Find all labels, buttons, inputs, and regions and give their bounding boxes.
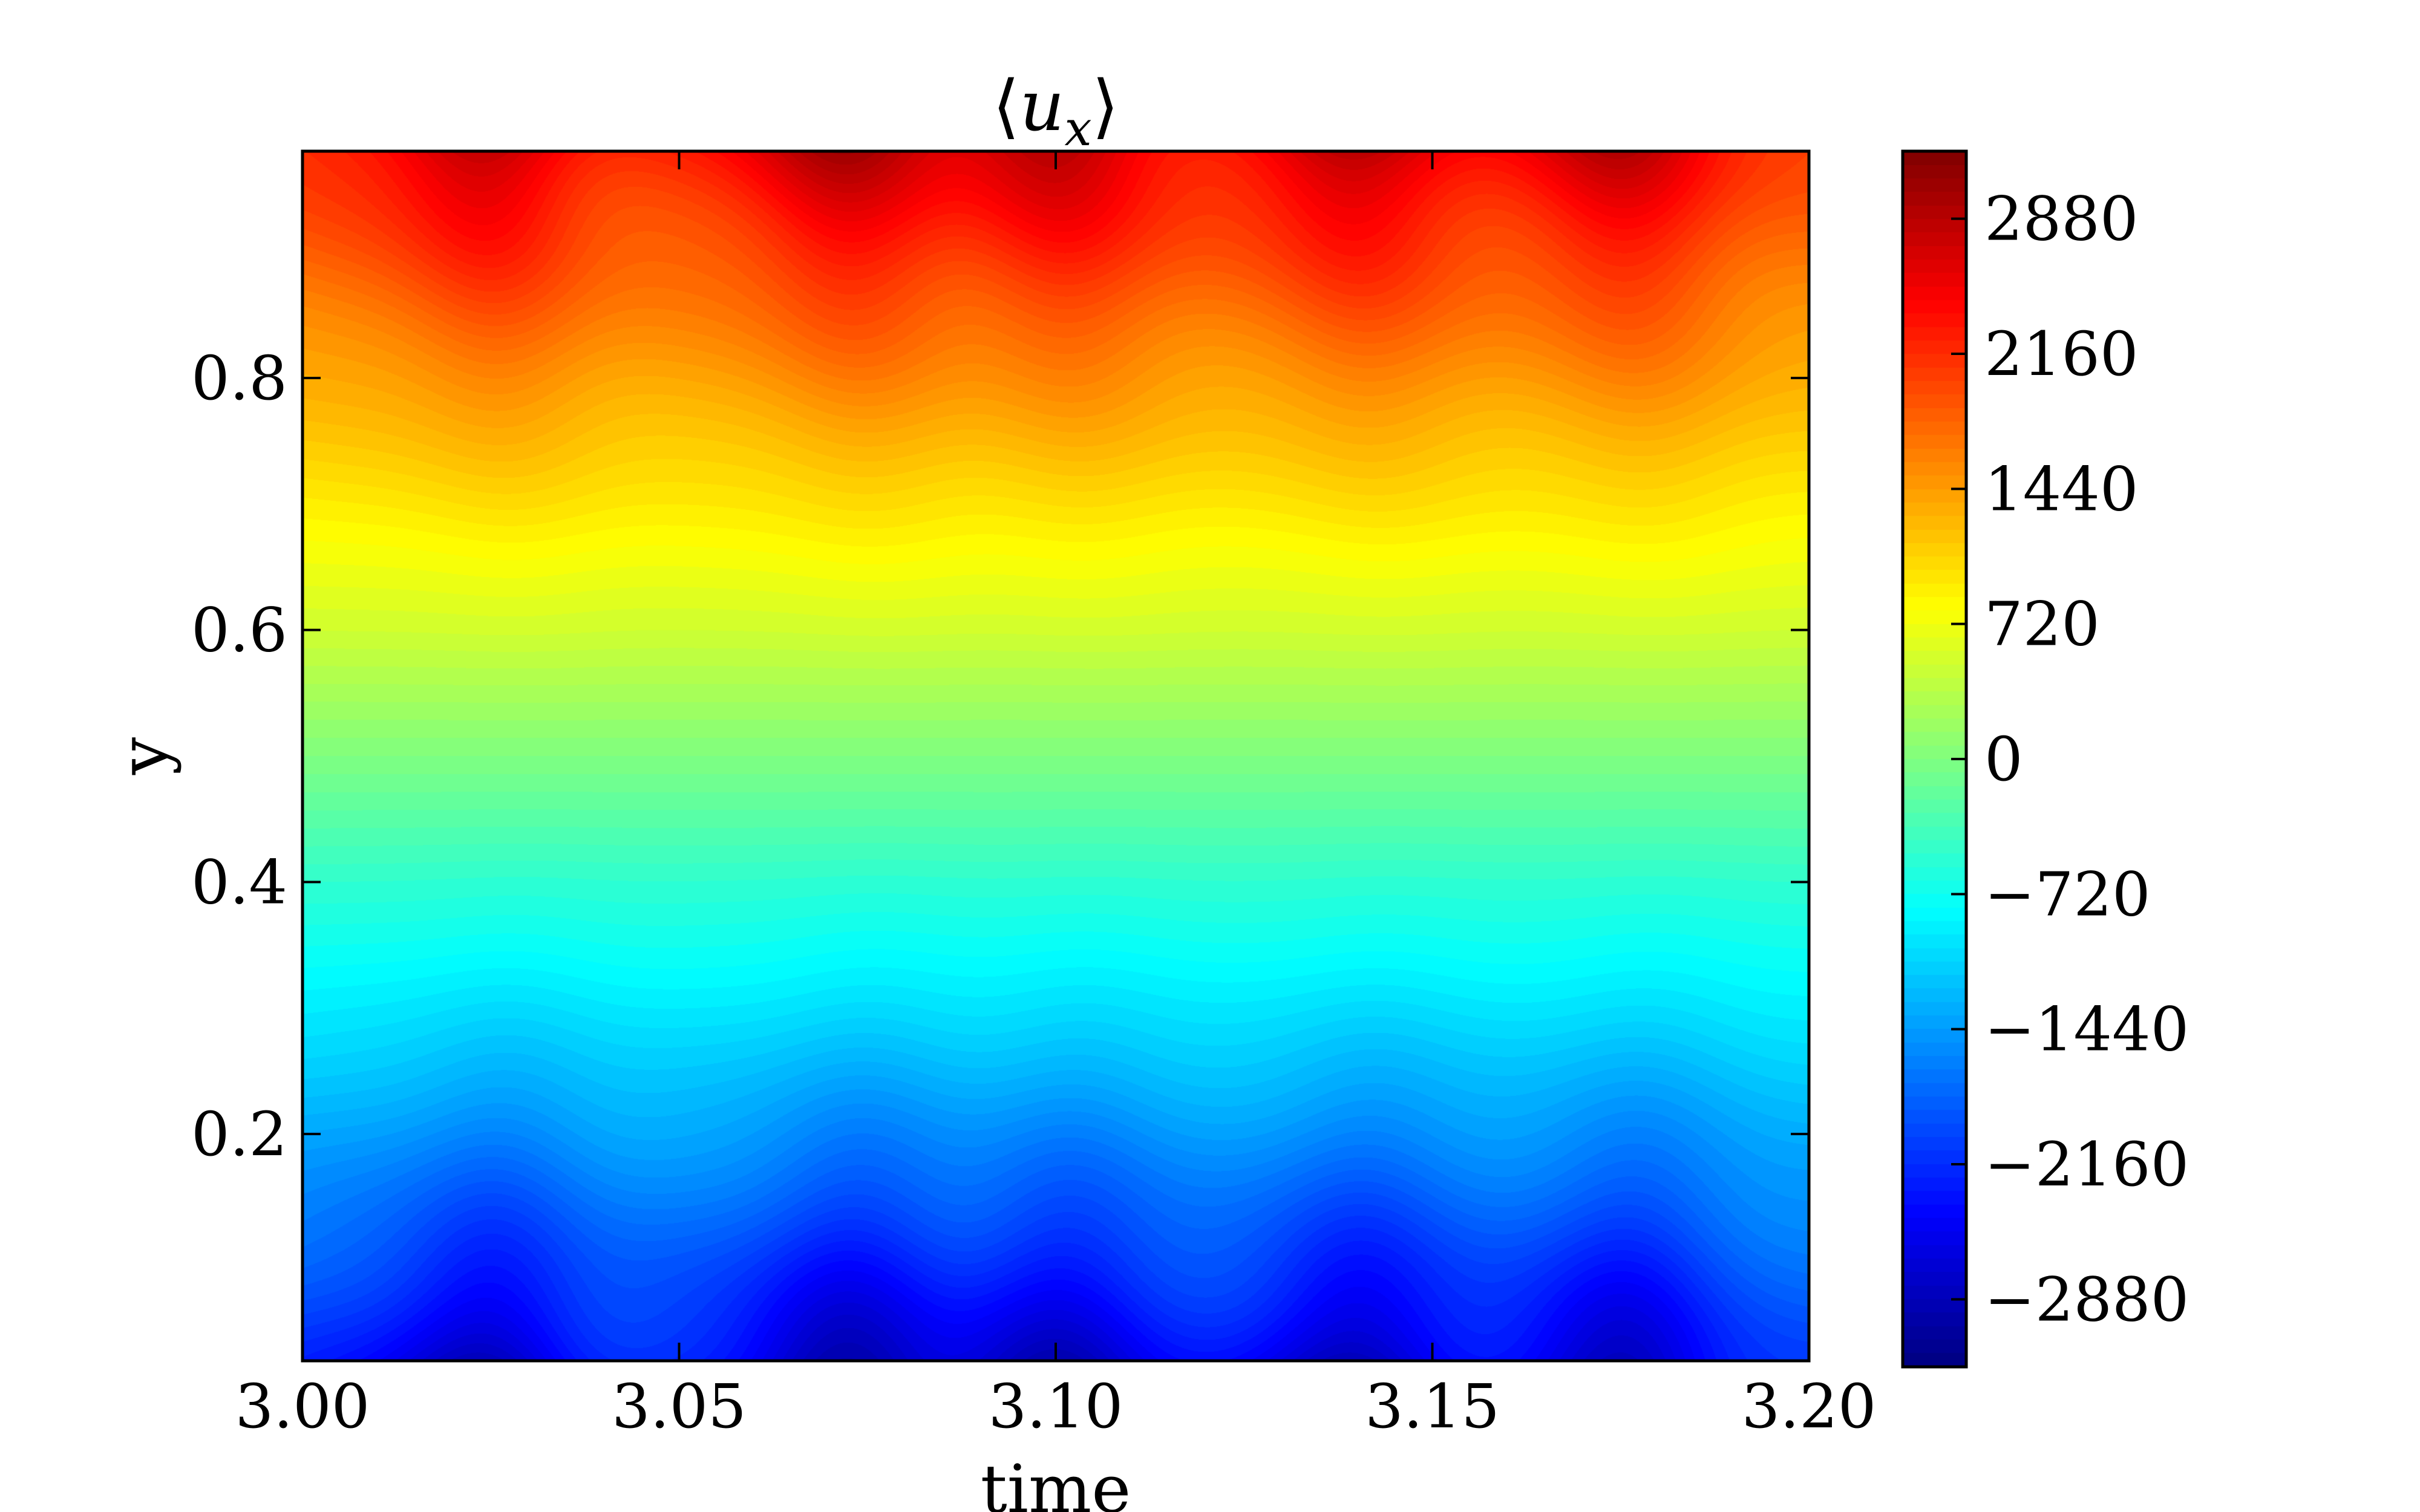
colorbar-tick-label: 0 xyxy=(1984,724,2023,795)
colorbar-tick-label: −2880 xyxy=(1984,1264,2189,1335)
colorbar: 2880 2160 1440 720 0 −720 −1440 −2160 −2880 xyxy=(1901,149,2189,1369)
heatmap-container xyxy=(302,151,1809,1361)
title-subscript: x xyxy=(1064,100,1091,157)
y-tick-label: 0.8 xyxy=(191,343,287,414)
title-close-bracket: ⟩ xyxy=(1092,66,1119,147)
colorbar-ticks: 2880 2160 1440 720 0 −720 −1440 −2160 −2880 xyxy=(1951,184,2189,1335)
colorbar-tick-label: 2160 xyxy=(1984,319,2139,389)
colorbar-tick-label: 2880 xyxy=(1984,184,2139,255)
chart-title: ⟨ux⟩ xyxy=(993,66,1119,157)
y-tick-label: 0.2 xyxy=(191,1099,287,1170)
title-open-bracket: ⟨ xyxy=(993,66,1020,147)
y-tick-label: 0.6 xyxy=(191,595,287,666)
heatmap-field xyxy=(302,151,1809,1361)
y-axis-label: y xyxy=(105,737,182,775)
y-tick-label: 0.4 xyxy=(191,847,287,917)
colorbar-tick-label: 720 xyxy=(1984,589,2100,660)
colorbar-tick-label: 1440 xyxy=(1984,454,2139,524)
main-plot: 3.00 3.05 3.10 3.15 3.20 0.2 0.4 0.6 0.8 time y… xyxy=(105,66,1876,1512)
colorbar-tick-label: −2160 xyxy=(1984,1129,2189,1200)
x-axis-ticks: 3.00 3.05 3.10 3.15 3.20 xyxy=(235,151,1877,1442)
x-axis-label: time xyxy=(981,1450,1131,1512)
x-tick-label: 3.15 xyxy=(1365,1371,1500,1442)
colorbar-tick-label: −720 xyxy=(1984,859,2151,930)
x-tick-label: 3.00 xyxy=(235,1371,370,1442)
y-axis-ticks: 0.2 0.4 0.6 0.8 xyxy=(191,343,1809,1170)
x-tick-label: 3.05 xyxy=(612,1371,747,1442)
x-tick-label: 3.20 xyxy=(1742,1371,1877,1442)
title-symbol: u xyxy=(1019,66,1064,147)
x-tick-label: 3.10 xyxy=(989,1371,1123,1442)
colorbar-tick-label: −1440 xyxy=(1984,994,2189,1065)
